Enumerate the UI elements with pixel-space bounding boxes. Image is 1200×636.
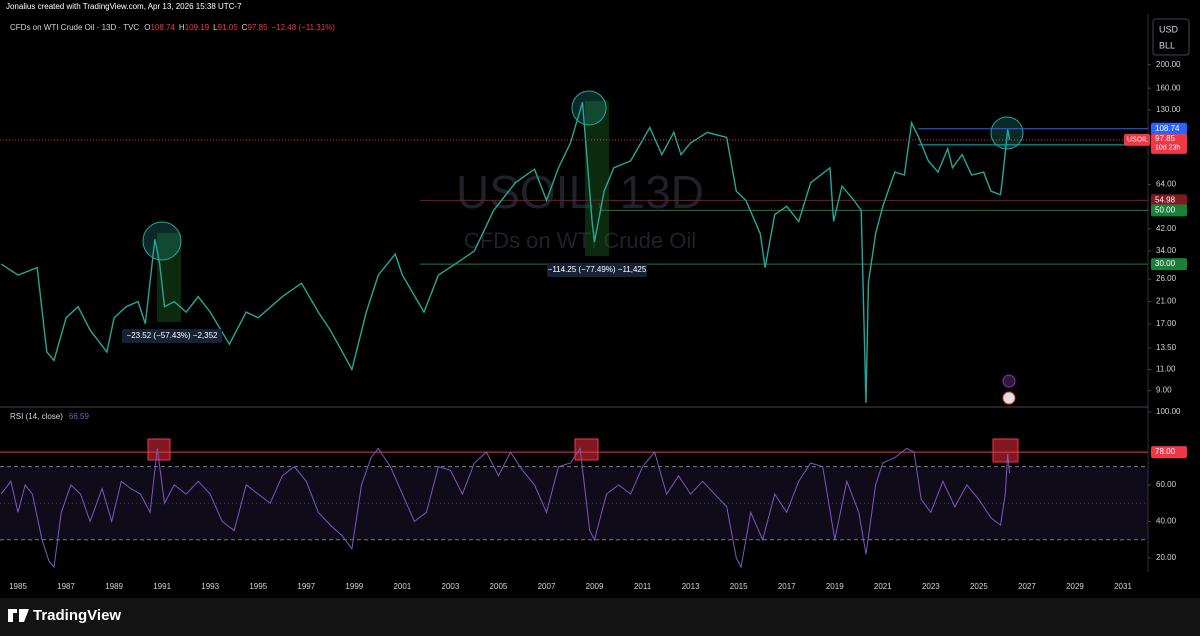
price-tag-label: 54.98 <box>1155 196 1176 205</box>
x-tick-label: 1995 <box>249 582 267 591</box>
x-tick-label: 2011 <box>634 582 652 591</box>
currency: USD <box>1159 24 1179 34</box>
measure-label: −23.52 (−57.43%) −2,352 <box>127 331 219 340</box>
rsi-highlight <box>992 438 1019 463</box>
price-tag-label: 30.00 <box>1155 259 1176 268</box>
y-tick-label: 40.00 <box>1156 517 1177 526</box>
change: −12.48 (−11.31%) <box>271 23 335 32</box>
y-tick-label: 13.50 <box>1156 343 1177 352</box>
x-tick-label: 2001 <box>393 582 411 591</box>
x-tick-label: 2003 <box>442 582 460 591</box>
logo-mark <box>8 609 29 622</box>
x-tick-label: 2023 <box>922 582 940 591</box>
x-tick-label: 2013 <box>682 582 700 591</box>
x-tick-label: 2025 <box>970 582 988 591</box>
x-tick-label: 1997 <box>297 582 315 591</box>
watermark-ticker: USOIL, 13D <box>456 166 704 218</box>
measure-label: −114.25 (−77.49%) −11,425 <box>548 265 647 274</box>
symbol: CFDs on WTI Crude Oil · 13D · TVC <box>10 23 139 32</box>
ohlc-key: C <box>242 23 248 32</box>
y-tick-label: 160.00 <box>1156 83 1181 92</box>
measure-label-box <box>547 263 647 277</box>
x-tick-label: 2015 <box>730 582 748 591</box>
unit-box[interactable] <box>1152 18 1190 56</box>
watermark-description: CFDs on WTI Crude Oil <box>464 228 696 253</box>
x-tick-label: 1993 <box>201 582 219 591</box>
y-tick-label: 20.00 <box>1156 553 1177 562</box>
x-tick-label: 2005 <box>490 582 508 591</box>
x-tick-label: 2027 <box>1018 582 1036 591</box>
highlight-circle <box>571 90 607 126</box>
symbol-tag-label: USOIL <box>1127 137 1148 144</box>
y-tick-label: 100.00 <box>1156 407 1181 416</box>
pane-title: RSI (14, close) 66.59 <box>10 412 89 421</box>
ohlc-value: 91.05 <box>218 23 239 32</box>
x-tick-label: 1999 <box>345 582 363 591</box>
x-tick-label: 2007 <box>538 582 556 591</box>
y-tick-label: 200.00 <box>1156 60 1181 69</box>
x-tick-label: 2019 <box>826 582 844 591</box>
attribution: Jonalius created with TradingView.com, A… <box>6 2 242 11</box>
y-tick-label: 9.00 <box>1156 386 1172 395</box>
highlight-circle <box>142 221 182 261</box>
x-tick-label: 1991 <box>153 582 171 591</box>
y-tick-label: 21.00 <box>1156 297 1177 306</box>
rsi-value: 66.59 <box>69 412 90 421</box>
price-tag <box>1151 258 1187 271</box>
price-tag <box>1151 204 1187 217</box>
ohlc-value: 97.85 <box>247 23 268 32</box>
current-price-label: 97.85 <box>1155 134 1176 143</box>
measure-label-box <box>122 329 222 343</box>
brand: TradingView <box>33 607 121 624</box>
y-tick-label: 17.00 <box>1156 319 1177 328</box>
rsi-level-label: 78.00 <box>1155 447 1176 456</box>
countdown-label: 10d 23h <box>1155 145 1180 152</box>
ohlc-key: O <box>144 23 150 32</box>
price-tag-label: 108.74 <box>1155 124 1180 133</box>
y-tick-label: 26.00 <box>1156 274 1177 283</box>
ohlc-key: H <box>179 23 185 32</box>
series-line <box>0 102 1011 404</box>
rsi-title: RSI (14, close) <box>10 412 63 421</box>
event-icon[interactable] <box>1002 391 1016 405</box>
rsi-highlight <box>574 438 599 461</box>
rsi-level-tag <box>1151 446 1187 459</box>
y-tick-label: 64.00 <box>1156 180 1177 189</box>
footer <box>0 598 1200 636</box>
symbol-tag <box>1124 133 1150 146</box>
rsi-highlight <box>147 438 171 461</box>
x-tick-label: 1985 <box>9 582 27 591</box>
price-tag <box>1151 122 1187 135</box>
x-tick-label: 1989 <box>105 582 123 591</box>
y-tick-label: 60.00 <box>1156 480 1177 489</box>
event-icon[interactable] <box>1002 374 1016 388</box>
x-tick-label: 2021 <box>874 582 892 591</box>
series-line <box>0 446 1011 569</box>
y-tick-label: 42.00 <box>1156 224 1177 233</box>
y-tick-label: 11.00 <box>1156 365 1176 374</box>
price-tag <box>1151 194 1187 207</box>
ohlc-key: L <box>213 23 218 32</box>
x-tick-label: 1987 <box>57 582 75 591</box>
x-tick-label: 2029 <box>1066 582 1084 591</box>
ohlc-value: 108.74 <box>150 23 175 32</box>
x-tick-label: 2017 <box>778 582 796 591</box>
ohlc-value: 109.19 <box>185 23 210 32</box>
x-tick-label: 2009 <box>586 582 604 591</box>
y-tick-label: 34.00 <box>1156 246 1177 255</box>
x-tick-label: 2031 <box>1114 582 1132 591</box>
legend: CFDs on WTI Crude Oil · 13D · TVC O108.74… <box>10 23 335 32</box>
price-tag-label: 50.00 <box>1155 205 1176 214</box>
y-tick-label: 130.00 <box>1156 105 1181 114</box>
unit: BLL <box>1159 40 1175 50</box>
current-price-tag <box>1151 133 1187 154</box>
